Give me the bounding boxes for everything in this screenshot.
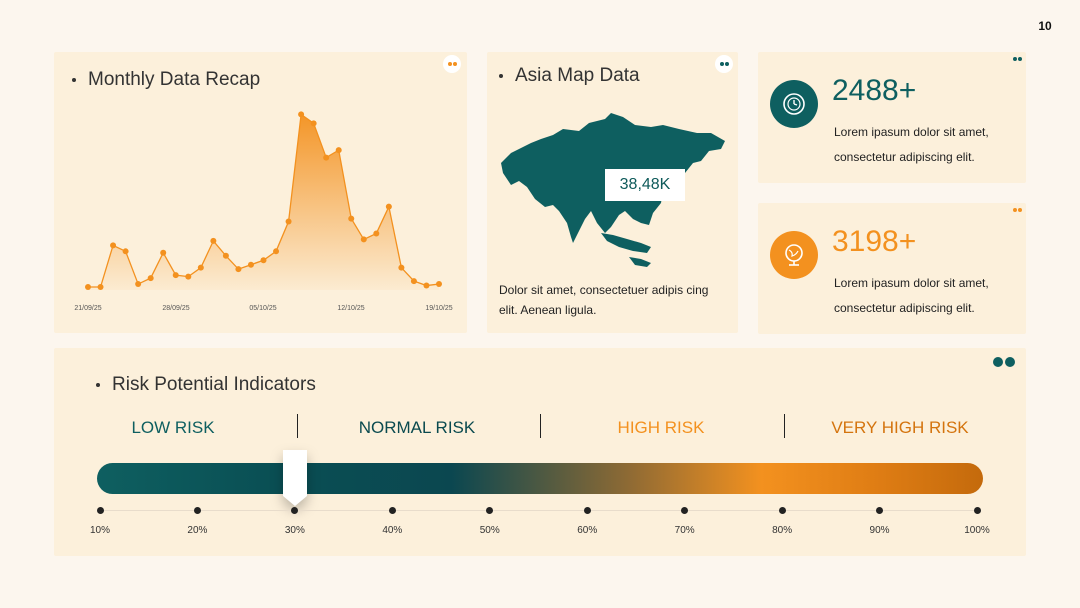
chart-point — [398, 264, 405, 271]
chart-point — [360, 236, 367, 243]
chart-point — [135, 281, 142, 288]
more-options-icon[interactable] — [443, 55, 461, 73]
stat-description: Lorem ipasum dolor sit amet, consectetur… — [834, 125, 989, 164]
scale-label: 20% — [187, 525, 208, 536]
chart-point — [172, 272, 179, 279]
chart-point — [273, 248, 280, 255]
scale-label: 10% — [89, 525, 110, 536]
title-bullet — [499, 74, 503, 78]
chart-point — [373, 230, 380, 237]
risk-slider-handle[interactable] — [283, 450, 307, 506]
chart-point — [110, 242, 117, 249]
risk-level-low: LOW RISK — [131, 418, 215, 437]
asia-map-card: Asia Map Data 38,48K Dolor sit amet, con… — [487, 52, 738, 333]
map-title-text: Asia Map Data — [515, 65, 640, 86]
chart-point — [185, 273, 192, 280]
chart-point — [97, 284, 104, 291]
stat-card-1: 2488+ Lorem ipasum dolor sit amet, conse… — [758, 52, 1026, 183]
divider — [784, 414, 785, 438]
scale-label: 80% — [772, 525, 793, 536]
more-options-icon[interactable] — [1008, 201, 1026, 219]
more-options-icon[interactable] — [993, 357, 1015, 367]
area-chart: 21/09/25 28/09/25 05/10/25 12/10/25 19/10/25 — [74, 111, 453, 312]
chart-card-title: Monthly Data Recap — [72, 69, 260, 91]
risk-level-high: HIGH RISK — [617, 418, 705, 437]
scale-dot — [681, 507, 689, 514]
chart-point — [260, 257, 267, 264]
chart-title-text: Monthly Data Recap — [88, 69, 261, 90]
scale-dot — [876, 507, 884, 514]
globe-icon — [770, 231, 818, 279]
scale-dot — [486, 507, 494, 514]
x-tick-label: 12/10/25 — [337, 305, 364, 312]
more-options-icon[interactable] — [1008, 50, 1026, 68]
chart-area — [88, 114, 439, 290]
divider — [297, 414, 298, 438]
chart-point — [410, 278, 417, 285]
chart-point — [147, 275, 154, 282]
risk-title-text: Risk Potential Indicators — [112, 374, 316, 395]
scale-label: 50% — [479, 525, 500, 536]
chart-point — [323, 154, 330, 161]
chart-point — [298, 111, 305, 118]
scale-dot — [778, 507, 786, 514]
x-tick-label: 28/09/25 — [162, 305, 189, 312]
chart-point — [210, 237, 217, 244]
chart-point — [160, 249, 167, 256]
chart-point — [423, 282, 430, 289]
scale-dot — [388, 507, 396, 514]
clock-icon — [770, 80, 818, 128]
x-tick-label: 19/10/25 — [425, 305, 452, 312]
scale-label: 90% — [869, 525, 890, 536]
chart-point — [197, 264, 204, 271]
chart-point — [122, 248, 129, 255]
chart-point — [285, 218, 292, 225]
title-bullet — [72, 78, 76, 82]
risk-level-very-high: VERY HIGH RISK — [831, 418, 969, 437]
page-number: 10 — [1038, 19, 1052, 33]
map-card-title: Asia Map Data — [499, 65, 640, 87]
risk-indicators-card: Risk Potential Indicators LOW RISK NORMA… — [54, 348, 1026, 556]
chart-point — [235, 266, 242, 273]
x-tick-label: 21/09/25 — [74, 305, 101, 312]
scale-dot — [973, 507, 981, 514]
map-data-label: 38,48K — [605, 169, 685, 201]
scale-label: 100% — [964, 525, 990, 536]
chart-point — [310, 120, 317, 127]
stat-card-2: 3198+ Lorem ipasum dolor sit amet, conse… — [758, 203, 1026, 334]
scale-dot — [583, 507, 591, 514]
chart-point — [222, 252, 229, 259]
more-options-icon[interactable] — [715, 55, 733, 73]
title-bullet — [96, 383, 100, 387]
monthly-chart-card: 21/09/25 28/09/25 05/10/25 12/10/25 19/10/25… — [54, 52, 467, 333]
scale-label: 70% — [674, 525, 695, 536]
chart-point — [385, 203, 392, 210]
scale-dot — [291, 507, 299, 514]
chart-point — [335, 147, 342, 154]
scale-label: 40% — [382, 525, 403, 536]
map-description: Dolor sit amet, consectetuer adipis cing… — [499, 283, 709, 317]
scale-axis — [100, 510, 980, 511]
risk-gradient-bar — [97, 463, 983, 494]
risk-level-normal: NORMAL RISK — [358, 418, 476, 437]
scale-label: 30% — [284, 525, 305, 536]
chart-point — [247, 261, 254, 268]
stat-value: 3198+ — [832, 225, 917, 258]
stat-description: Lorem ipasum dolor sit amet, consectetur… — [834, 276, 989, 315]
risk-level-labels: LOW RISK NORMAL RISK HIGH RISK VERY HIGH… — [54, 414, 1026, 442]
risk-card-title: Risk Potential Indicators — [96, 374, 316, 396]
chart-point — [436, 281, 442, 288]
scale-dot — [193, 507, 201, 514]
chart-point — [85, 284, 91, 291]
chart-point — [348, 215, 355, 222]
scale-label: 60% — [577, 525, 598, 536]
x-tick-label: 05/10/25 — [249, 305, 276, 312]
divider — [540, 414, 541, 438]
scale-dot — [96, 507, 104, 514]
stat-value: 2488+ — [832, 74, 917, 107]
